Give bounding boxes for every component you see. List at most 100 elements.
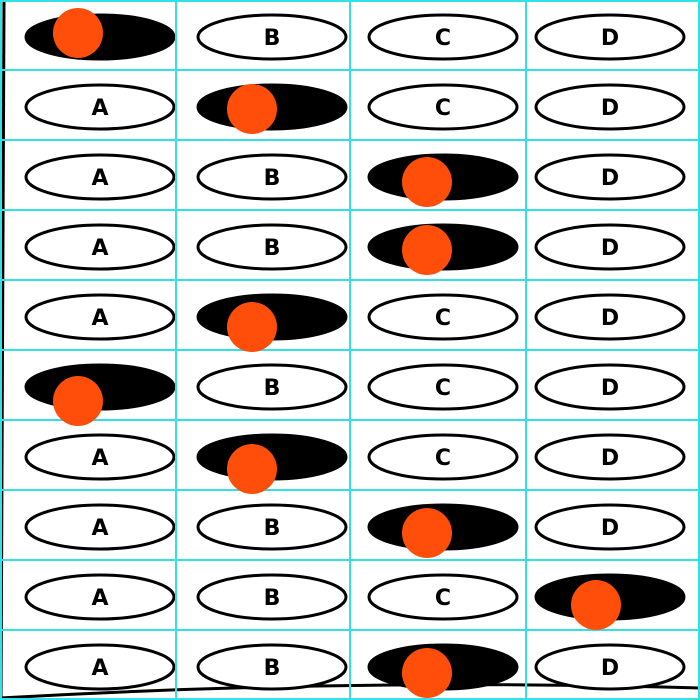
bubble-letter: B	[264, 376, 281, 401]
answer-bubble-q1-d: D	[534, 13, 686, 61]
bubble-letter: A	[91, 96, 108, 121]
empty-bubble	[24, 643, 176, 691]
bubble-letter: B	[264, 516, 281, 541]
bubble-letter: A	[91, 586, 108, 611]
bubble-letter: D	[601, 96, 619, 121]
detection-marker-q9	[571, 580, 621, 630]
bubble-letter: B	[264, 236, 281, 261]
answer-bubble-q2-c: C	[367, 83, 519, 131]
empty-bubble	[367, 433, 519, 481]
empty-bubble	[367, 13, 519, 61]
bubble-letter: C	[435, 376, 451, 401]
answer-bubble-q10-a: A	[24, 643, 176, 691]
empty-bubble	[196, 503, 348, 551]
empty-bubble	[534, 293, 686, 341]
empty-bubble	[534, 433, 686, 481]
empty-bubble	[196, 643, 348, 691]
answer-bubble-q4-a: A	[24, 223, 176, 271]
detection-marker-q3	[402, 157, 452, 207]
empty-bubble	[534, 223, 686, 271]
empty-bubble	[24, 223, 176, 271]
answer-bubble-q9-b: B	[196, 573, 348, 621]
detection-marker-q8	[402, 508, 452, 558]
empty-bubble	[24, 503, 176, 551]
bubble-letter: D	[601, 376, 619, 401]
bubble-letter: C	[435, 306, 451, 331]
bubble-letter: C	[435, 586, 451, 611]
answer-bubble-q7-a: A	[24, 433, 176, 481]
answer-bubble-q3-d: D	[534, 153, 686, 201]
bubble-letter: B	[264, 26, 281, 51]
answer-bubble-q8-b: B	[196, 503, 348, 551]
empty-bubble	[367, 363, 519, 411]
answer-bubble-q1-c: C	[367, 13, 519, 61]
bubble-letter: D	[601, 516, 619, 541]
bubble-letter: A	[91, 236, 108, 261]
answer-bubble-q5-a: A	[24, 293, 176, 341]
answer-bubble-q3-b: B	[196, 153, 348, 201]
empty-bubble	[24, 153, 176, 201]
bubble-letter: D	[601, 166, 619, 191]
bubble-letter: D	[601, 306, 619, 331]
empty-bubble	[196, 153, 348, 201]
answer-bubble-q7-d: D	[534, 433, 686, 481]
empty-bubble	[24, 433, 176, 481]
answer-bubble-q4-b: B	[196, 223, 348, 271]
empty-bubble	[367, 573, 519, 621]
empty-bubble	[24, 573, 176, 621]
empty-bubble	[196, 363, 348, 411]
bubble-letter: B	[264, 586, 281, 611]
detection-marker-q4	[402, 225, 452, 275]
detection-marker-q6	[53, 376, 103, 426]
empty-bubble	[534, 153, 686, 201]
empty-bubble	[24, 293, 176, 341]
empty-bubble	[367, 83, 519, 131]
empty-bubble	[534, 503, 686, 551]
answer-bubble-q4-d: D	[534, 223, 686, 271]
answer-bubble-q6-d: D	[534, 363, 686, 411]
answer-bubble-q8-d: D	[534, 503, 686, 551]
bubble-letter: D	[601, 236, 619, 261]
empty-bubble	[534, 363, 686, 411]
answer-bubble-q3-a: A	[24, 153, 176, 201]
bubble-letter: A	[91, 166, 108, 191]
answer-bubble-q10-b: B	[196, 643, 348, 691]
detection-marker-layer	[53, 8, 621, 698]
empty-bubble	[24, 83, 176, 131]
bubble-letter: C	[435, 26, 451, 51]
bubble-letter: B	[264, 166, 281, 191]
answer-bubble-q9-c: C	[367, 573, 519, 621]
answer-bubble-q6-c: C	[367, 363, 519, 411]
empty-bubble	[196, 223, 348, 271]
answer-bubble-q8-a: A	[24, 503, 176, 551]
detection-marker-q2	[227, 84, 277, 134]
answer-bubble-q5-c: C	[367, 293, 519, 341]
detection-marker-q7	[227, 444, 277, 494]
empty-bubble	[534, 83, 686, 131]
empty-bubble	[367, 293, 519, 341]
answer-bubble-q6-b: B	[196, 363, 348, 411]
empty-bubble	[534, 13, 686, 61]
bubble-letter: B	[264, 656, 281, 681]
empty-bubble	[534, 643, 686, 691]
bubble-letter: A	[91, 446, 108, 471]
answer-bubble-q10-d: D	[534, 643, 686, 691]
bubble-letter: D	[601, 656, 619, 681]
detection-marker-q5	[227, 302, 277, 352]
bubble-letter: A	[91, 656, 108, 681]
answer-bubble-q7-c: C	[367, 433, 519, 481]
detection-marker-q1	[53, 8, 103, 58]
bubble-letter: C	[435, 446, 451, 471]
answer-bubble-q1-b: B	[196, 13, 348, 61]
detection-marker-q10	[402, 648, 452, 698]
bubble-letter: D	[601, 446, 619, 471]
bubble-letter: D	[601, 26, 619, 51]
answer-bubble-q2-a: A	[24, 83, 176, 131]
empty-bubble	[196, 13, 348, 61]
answer-bubble-q5-d: D	[534, 293, 686, 341]
bubble-letter: C	[435, 96, 451, 121]
empty-bubble	[196, 573, 348, 621]
answer-bubble-q2-d: D	[534, 83, 686, 131]
